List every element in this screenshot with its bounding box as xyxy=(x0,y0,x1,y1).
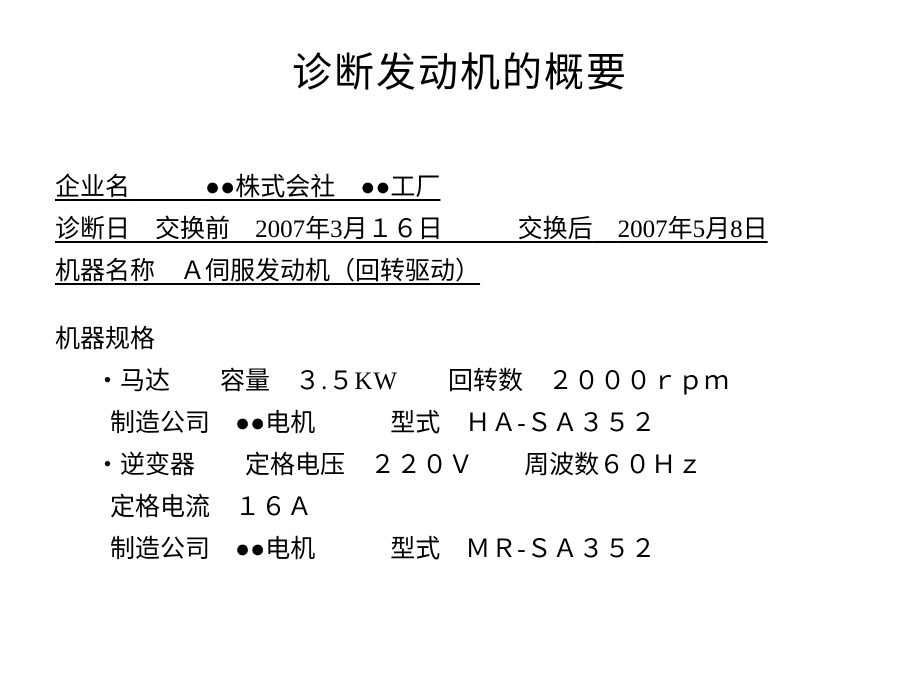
machine-value: Ａ伺服发动机（回转驱动） xyxy=(180,258,480,285)
motor-maker-value: ●●电机 xyxy=(235,410,315,437)
inverter-line2: 定格电流 １６Ａ xyxy=(110,488,865,528)
inverter-line3: 制造公司 ●●电机 型式 ＭＲ-ＳＡ３５２ xyxy=(110,530,865,570)
inverter-freq-label: 周波数 xyxy=(524,452,599,479)
diagnosis-row: 诊断日 交换前 2007年3月１６日 交换后 2007年5月8日 xyxy=(55,210,865,250)
motor-line2: 制造公司 ●●电机 型式 ＨＡ‐ＳＡ３５２ xyxy=(110,404,865,444)
after-date: 2007年5月8日 xyxy=(618,216,768,243)
before-date: 2007年3月１６日 xyxy=(255,216,443,243)
inverter-model-label: 型式 xyxy=(390,536,440,563)
motor-maker-label: 制造公司 xyxy=(110,410,210,437)
motor-model-value: ＨＡ‐ＳＡ３５２ xyxy=(465,410,656,437)
company-row: 企业名 ●●株式会社 ●●工厂 xyxy=(55,168,865,208)
machine-label: 机器名称 xyxy=(55,258,155,285)
spec-header: 机器规格 xyxy=(55,320,865,360)
company-value: ●●株式会社 ●●工厂 xyxy=(205,174,440,201)
before-label: 交换前 xyxy=(155,216,230,243)
motor-model-label: 型式 xyxy=(390,410,440,437)
inverter-maker-value: ●●电机 xyxy=(235,536,315,563)
page-title: 诊断发动机的概要 xyxy=(55,40,865,98)
motor-name: ・马达 xyxy=(95,368,170,395)
inverter-model-value: ＭＲ-ＳＡ３５２ xyxy=(465,536,656,563)
after-label: 交换后 xyxy=(518,216,593,243)
info-block: 企业名 ●●株式会社 ●●工厂 诊断日 交换前 2007年3月１６日 交换后 2… xyxy=(55,168,865,570)
diagnosis-label: 诊断日 xyxy=(55,216,130,243)
inverter-voltage-value: ２２０Ｖ xyxy=(370,452,474,479)
motor-rpm-label: 回转数 xyxy=(448,368,523,395)
machine-row: 机器名称 Ａ伺服发动机（回转驱动） xyxy=(55,252,865,292)
inverter-name: ・逆变器 xyxy=(95,452,195,479)
inverter-line1: ・逆变器 定格电压 ２２０Ｖ 周波数６０Ｈｚ xyxy=(95,446,865,486)
inverter-current-value: １６Ａ xyxy=(235,494,313,521)
inverter-freq-value: ６０Ｈｚ xyxy=(599,452,703,479)
inverter-current-label: 定格电流 xyxy=(110,494,210,521)
motor-line1: ・马达 容量 ３.５KW 回转数 ２０００ｒｐｍ xyxy=(95,362,865,402)
motor-capacity-value: ３.５KW xyxy=(295,368,398,395)
inverter-maker-label: 制造公司 xyxy=(110,536,210,563)
inverter-voltage-label: 定格电压 xyxy=(245,452,345,479)
motor-capacity-label: 容量 xyxy=(220,368,270,395)
motor-rpm-value: ２０００ｒｐｍ xyxy=(548,368,730,395)
company-label: 企业名 xyxy=(55,174,130,201)
